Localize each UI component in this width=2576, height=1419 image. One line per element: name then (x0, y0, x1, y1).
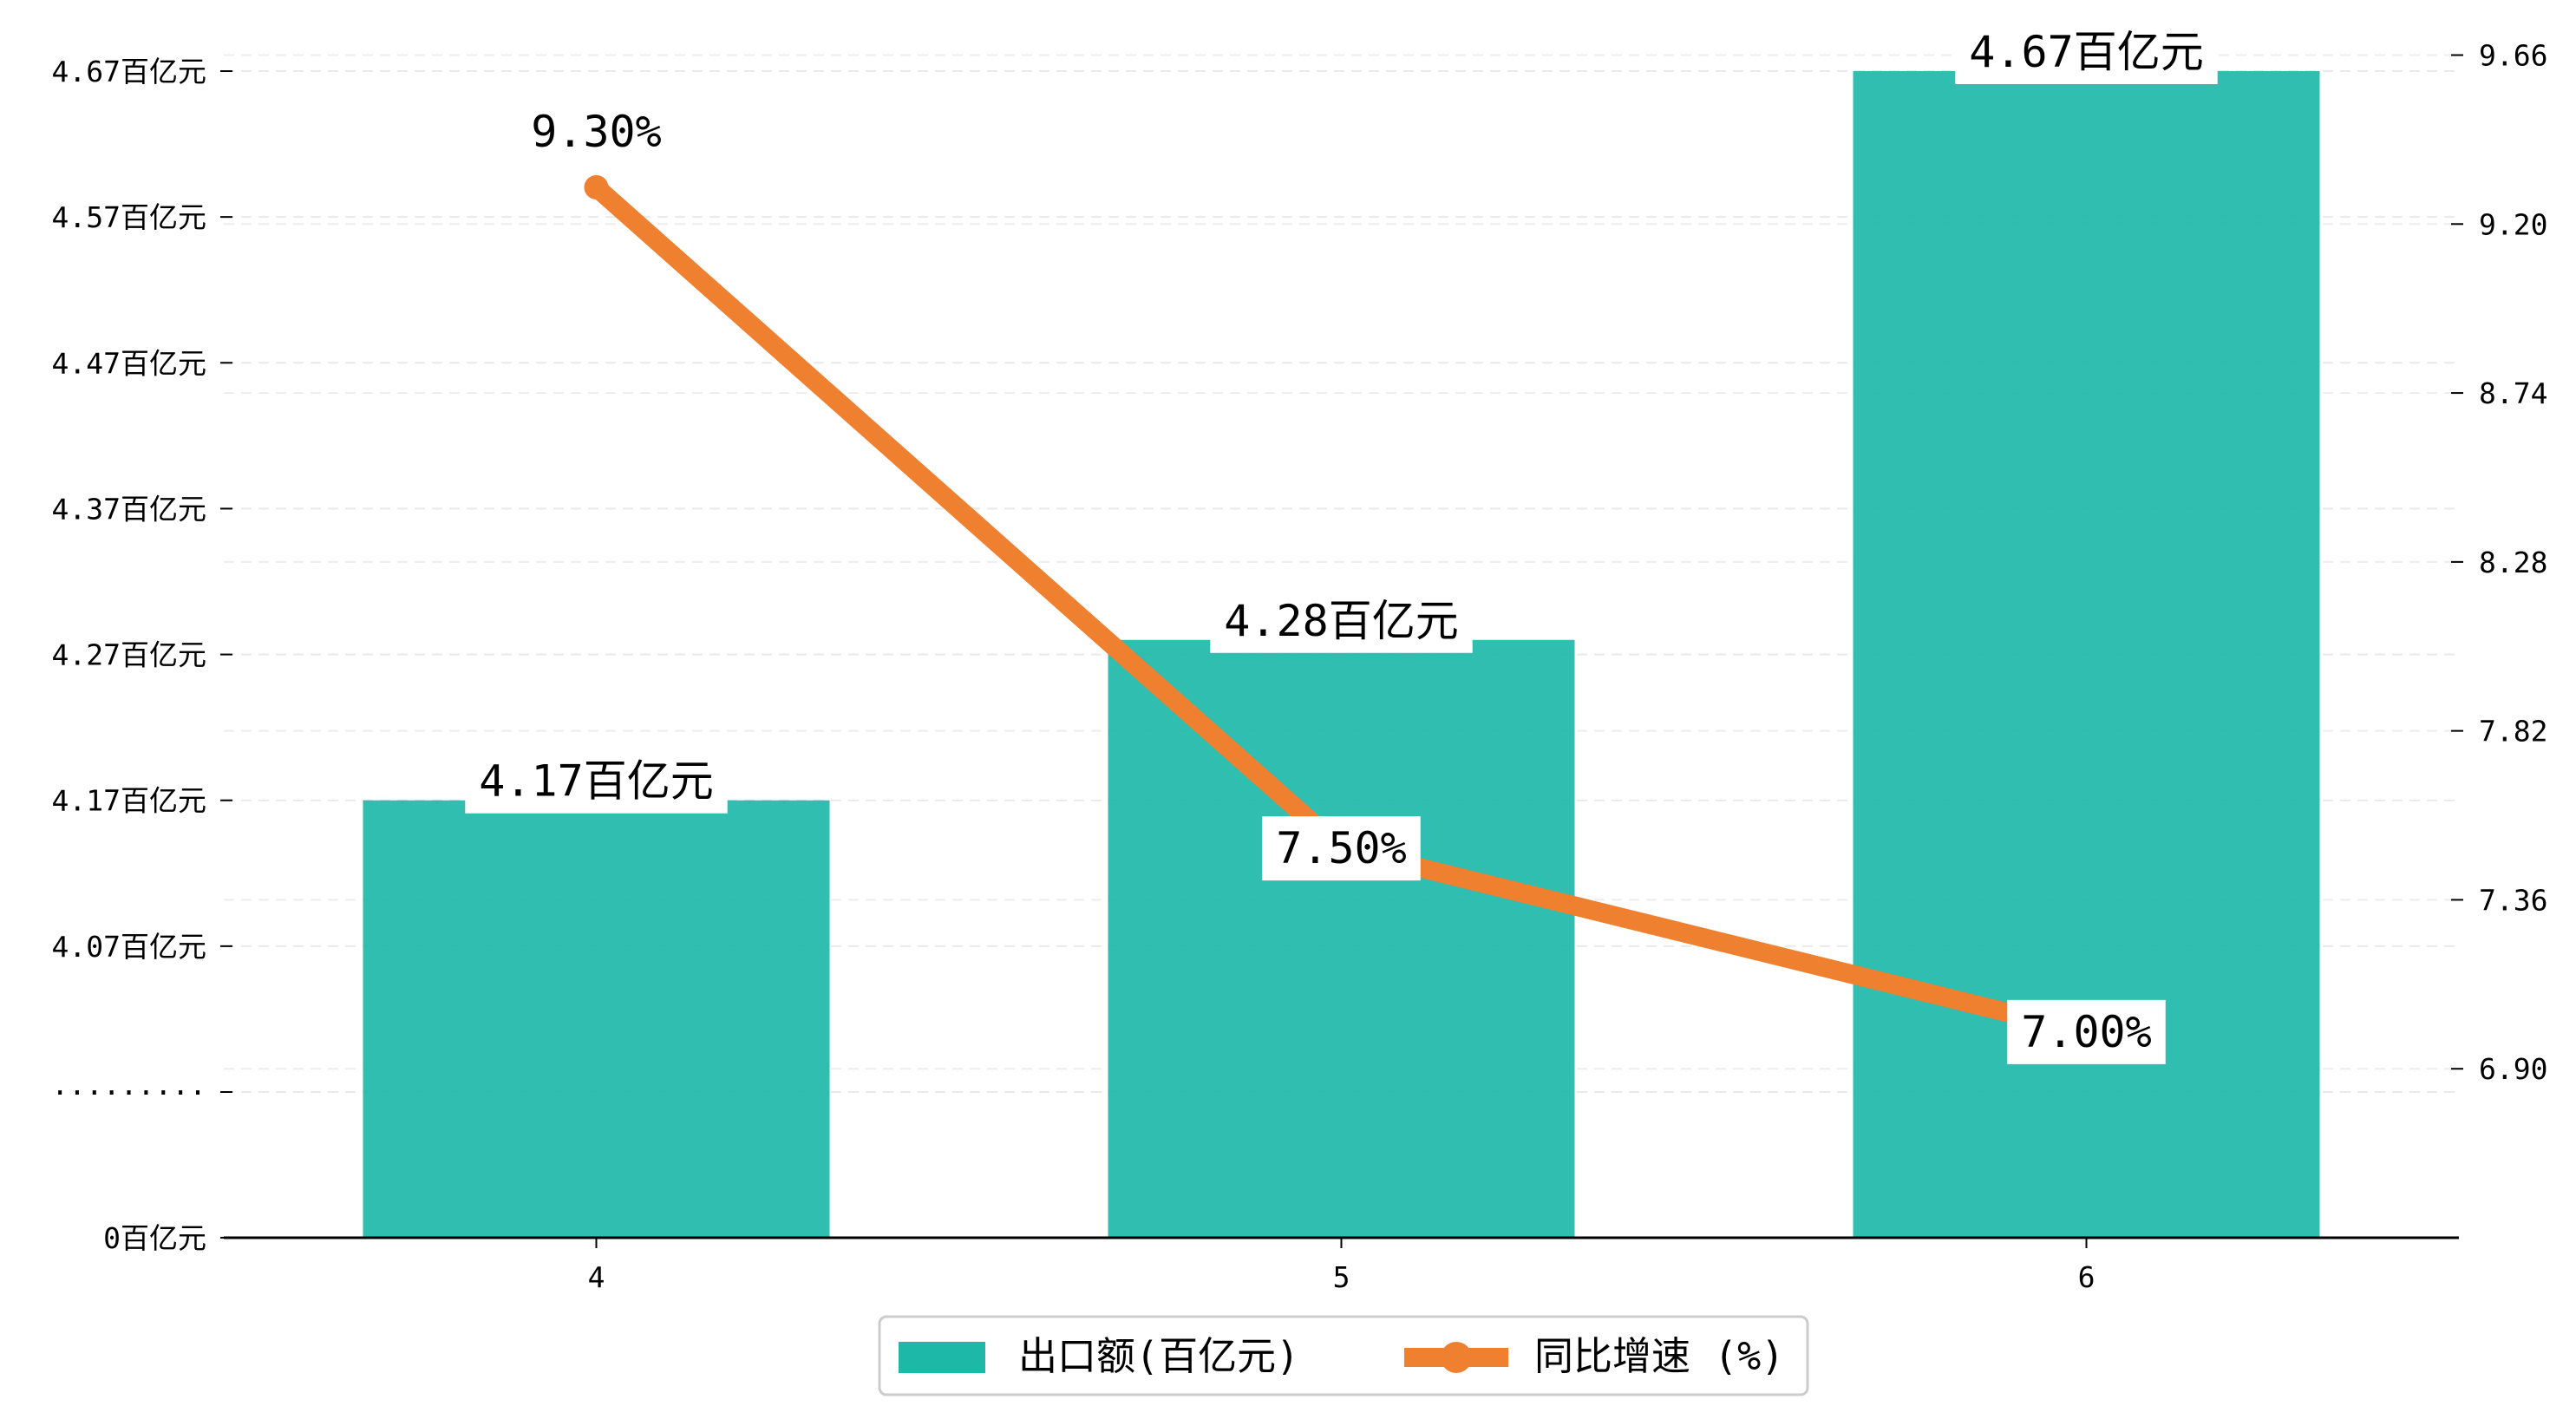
x-tick-label-5: 5 (1333, 1260, 1350, 1294)
bar-4 (363, 800, 830, 1238)
y-left-tick-label-2: 4.07百亿元 (52, 930, 206, 964)
bar-value-label-4: 4.17百亿元 (479, 756, 713, 807)
y-right-tick-label-3: 8.28 (2479, 546, 2547, 579)
growth-value-label-4: 9.30% (531, 107, 662, 157)
growth-value-label-6-box (2007, 999, 2166, 1064)
y-left-tick-label-3: 4.17百亿元 (52, 784, 206, 818)
y-right-tick-label-6: 9.66 (2479, 39, 2547, 73)
bar-value-label-5: 4.28百亿元 (1224, 596, 1458, 646)
growth-value-label-5-box (1262, 816, 1421, 881)
growth-value-label-6: 7.00% (2021, 1007, 2152, 1057)
y-axis-break-label: ········· (51, 1076, 206, 1109)
growth-value-label-5: 7.50% (1276, 823, 1407, 873)
legend-label-line: 同比增速 (%) (1534, 1333, 1784, 1379)
y-right-tick-label-0: 6.90 (2479, 1052, 2547, 1086)
y-left-tick-label-8: 4.67百亿元 (52, 55, 206, 88)
bar-value-label-5-box (1210, 588, 1473, 653)
y-right-tick-label-2: 7.82 (2479, 715, 2547, 749)
legend-swatch-marker (1441, 1342, 1472, 1373)
bar-5 (1108, 639, 1575, 1238)
bar-value-label-6: 4.67百亿元 (1969, 27, 2203, 77)
y-left-tick-label-7: 4.57百亿元 (52, 200, 206, 234)
y-left-tick-label-6: 4.47百亿元 (52, 346, 206, 380)
y-right-tick-label-5: 9.20 (2479, 207, 2547, 241)
y-left-tick-label-4: 4.27百亿元 (52, 638, 206, 672)
y-right-tick-label-1: 7.36 (2479, 883, 2547, 917)
y-left-tick-label-5: 4.37百亿元 (52, 492, 206, 526)
legend-label-bars: 出口额(百亿元) (1018, 1333, 1299, 1379)
growth-point-4 (584, 174, 609, 199)
bar-value-label-6-box (1955, 20, 2218, 84)
y-left-tick-label-0: 0百亿元 (103, 1221, 206, 1255)
growth-value-label-4-box (517, 99, 676, 164)
x-tick-label-6: 6 (2078, 1260, 2095, 1294)
x-tick-label-4: 4 (588, 1260, 605, 1294)
legend-box (878, 1315, 1809, 1396)
y-right-tick-label-4: 8.74 (2479, 376, 2547, 410)
legend-swatch-bars (899, 1342, 985, 1373)
bar-value-label-4-box (465, 749, 728, 814)
